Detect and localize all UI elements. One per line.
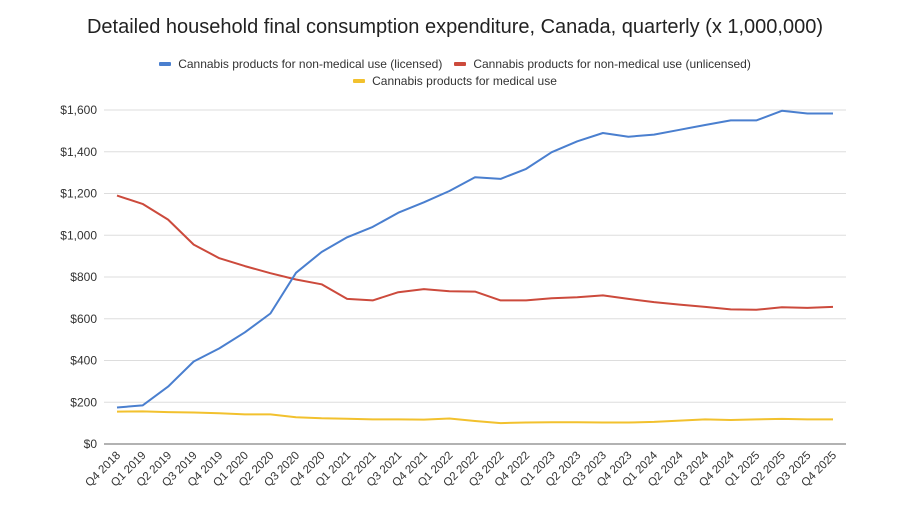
chart-title: Detailed household final consumption exp… xyxy=(86,16,824,38)
series-line-medical[interactable] xyxy=(116,410,833,425)
legend-label-licensed: Cannabis products for non-medical use (l… xyxy=(178,57,443,71)
legend-item-medical[interactable]: Cannabis products for medical use xyxy=(353,74,557,88)
y-tick-label: $1,400 xyxy=(60,145,97,159)
y-tick-label: $1,000 xyxy=(60,228,97,242)
legend-item-unlicensed[interactable]: Cannabis products for non-medical use (u… xyxy=(454,57,751,71)
y-tick-label: $1,600 xyxy=(60,103,97,117)
gridlines xyxy=(104,109,846,403)
y-tick-label: $800 xyxy=(70,270,97,284)
y-axis-ticks: $0 $200 $400 $600 $800 $1,000 $1,200 $1,400 $1,6… xyxy=(60,103,97,451)
series-lines xyxy=(116,109,834,425)
legend-swatch-medical xyxy=(353,79,366,83)
legend-swatch-licensed xyxy=(159,62,172,66)
series-line-unlicensed[interactable] xyxy=(116,194,834,311)
legend-item-licensed[interactable]: Cannabis products for non-medical use (l… xyxy=(159,57,442,71)
legend: Cannabis products for non-medical use (l… xyxy=(0,57,910,71)
legend-row-2: Cannabis products for medical use xyxy=(0,74,910,88)
y-tick-label: $200 xyxy=(70,395,97,409)
series-line-licensed[interactable] xyxy=(116,109,833,409)
y-tick-label: $0 xyxy=(84,437,98,451)
y-tick-label: $400 xyxy=(70,354,97,368)
legend-label-unlicensed: Cannabis products for non-medical use (u… xyxy=(473,57,751,71)
y-tick-label: $600 xyxy=(70,312,97,326)
legend-swatch-unlicensed xyxy=(454,62,467,66)
y-tick-label: $1,200 xyxy=(60,187,97,201)
legend-label-medical: Cannabis products for medical use xyxy=(372,74,557,88)
